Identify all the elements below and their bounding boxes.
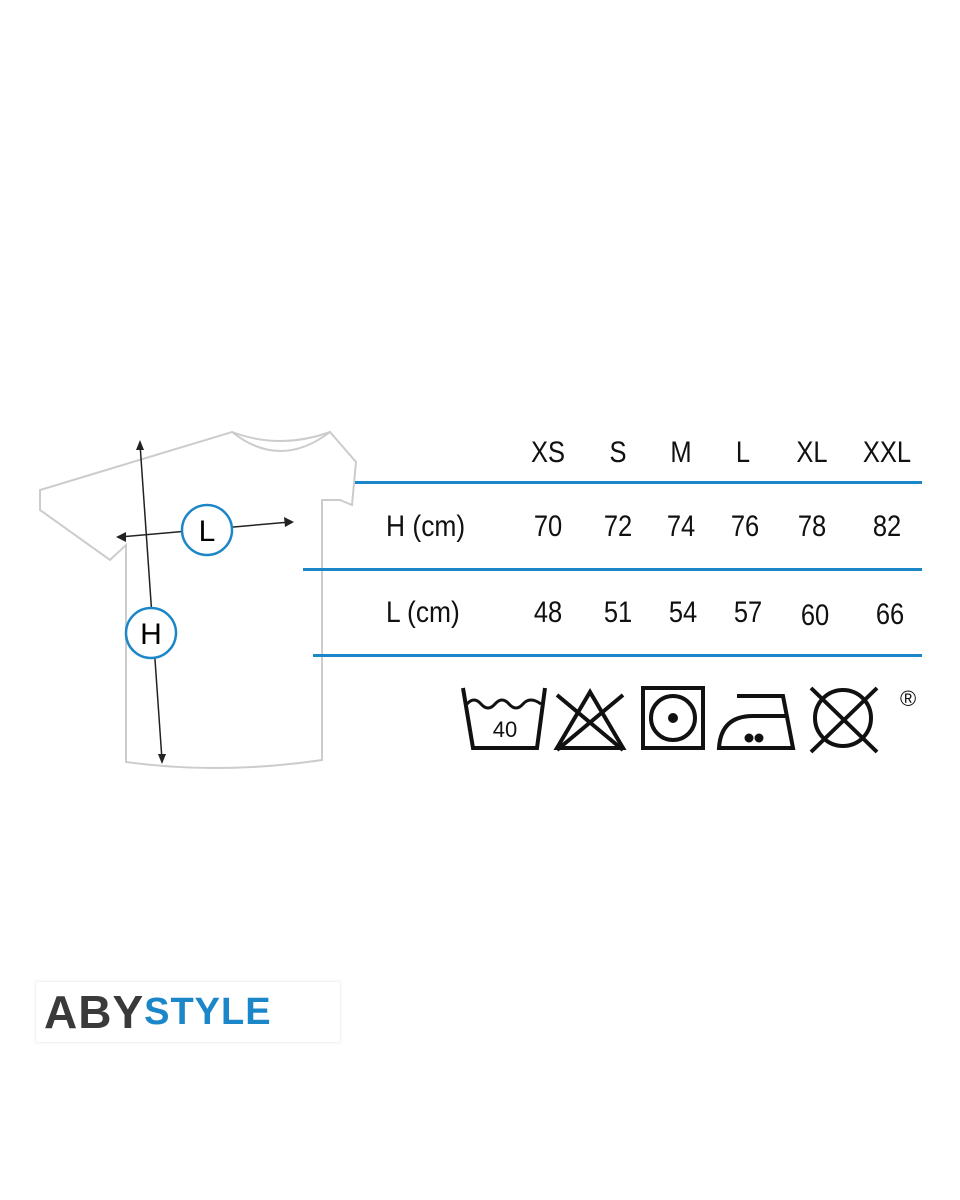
- table-cell: 78: [797, 510, 827, 543]
- wash-40-icon: 40: [461, 687, 547, 750]
- tshirt-outline: [39, 430, 358, 770]
- size-header: XXL: [862, 436, 912, 469]
- width-marker-label: L: [199, 515, 216, 548]
- logo-part-aby: ABY: [44, 986, 145, 1038]
- registered-mark: ®: [900, 686, 916, 711]
- table-divider: [303, 568, 922, 571]
- height-marker-circle: [124, 606, 178, 660]
- tumble-dry-icon: [641, 686, 705, 750]
- table-cell: 54: [668, 596, 698, 629]
- size-header: L: [735, 436, 751, 469]
- table-cell: 51: [603, 596, 633, 629]
- row-label: H (cm): [386, 510, 466, 543]
- table-cell: 76: [730, 510, 760, 543]
- size-header: XS: [530, 436, 566, 469]
- size-header: M: [670, 436, 692, 469]
- logo-part-style: STYLE: [144, 990, 272, 1033]
- care-icons: 40 ®: [461, 686, 916, 754]
- table-divider: [355, 481, 922, 484]
- table-cell: 48: [533, 596, 563, 629]
- width-marker-circle: [180, 503, 234, 557]
- tshirt-diagram: L H: [39, 430, 358, 770]
- iron-medium-icon: [716, 694, 796, 750]
- table-cell: 66: [875, 598, 905, 631]
- height-marker-label: H: [140, 618, 162, 651]
- table-cell: 60: [800, 599, 830, 632]
- table-cell: 82: [872, 510, 902, 543]
- no-dry-clean-icon: [809, 686, 879, 754]
- size-header: XL: [796, 436, 828, 469]
- wash-temperature: 40: [493, 717, 517, 742]
- size-header: S: [609, 436, 627, 469]
- table-cell: 72: [603, 510, 633, 543]
- table-cell: 57: [733, 596, 763, 629]
- height-arrow: [139, 443, 163, 761]
- abystyle-logo: ABY STYLE: [36, 982, 340, 1042]
- table-cell: 70: [533, 510, 563, 543]
- table-cell: 74: [666, 510, 696, 543]
- table-divider: [313, 654, 922, 657]
- row-label: L (cm): [386, 596, 460, 629]
- no-bleach-icon: [553, 688, 627, 752]
